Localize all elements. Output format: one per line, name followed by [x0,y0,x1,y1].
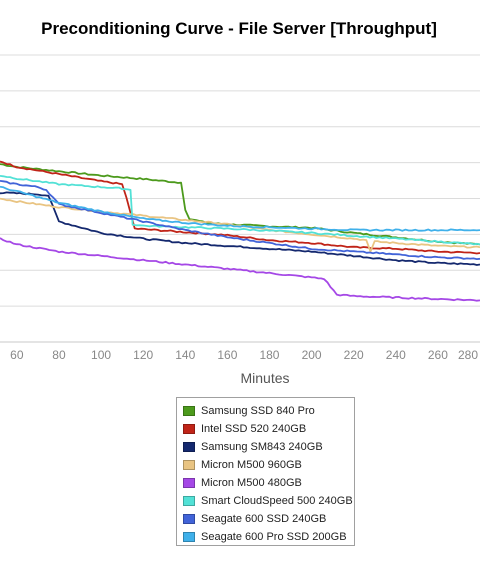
grid-lines [0,54,480,343]
legend-label: Intel SSD 520 240GB [201,423,307,435]
x-tick-label: 160 [217,348,237,362]
x-tick-label: 120 [133,348,153,362]
legend-item[interactable]: Micron M500 960GB [181,456,354,474]
x-tick-label: 220 [344,348,364,362]
x-tick-label: 260 [428,348,448,362]
x-tick-label: 80 [52,348,66,362]
legend-label: Micron M500 960GB [201,459,302,471]
legend-item[interactable]: Smart CloudSpeed 500 240GB [181,492,354,510]
legend-label: Micron M500 480GB [201,477,302,489]
x-tick-label: 60 [10,348,24,362]
legend-label: Samsung SM843 240GB [201,441,323,453]
x-tick-label: 200 [302,348,322,362]
legend-item[interactable]: Intel SSD 520 240GB [181,420,354,438]
legend-swatch [183,532,195,542]
legend-swatch [183,514,195,524]
legend-swatch [183,478,195,488]
x-tick-label: 140 [175,348,195,362]
series-line-3 [0,191,480,266]
x-tick-labels: 60 80 100 120 140 160 180 200 220 240 260 280 [10,348,478,362]
legend: Samsung SSD 840 Pro Intel SSD 520 240GB Sa… [176,397,355,546]
legend-item[interactable]: Micron M500 480GB [181,474,354,492]
series-line-5 [0,237,480,302]
legend-swatch [183,460,195,470]
legend-item[interactable]: Seagate 600 Pro SSD 200GB [181,528,354,546]
legend-label: Seagate 600 SSD 240GB [201,513,327,525]
x-tick-label: 280 [458,348,478,362]
legend-swatch [183,406,195,416]
legend-item[interactable]: Samsung SM843 240GB [181,438,354,456]
legend-item[interactable]: Samsung SSD 840 Pro [181,402,354,420]
legend-swatch [183,424,195,434]
x-axis-title: Minutes [240,370,289,386]
legend-swatch [183,496,195,506]
legend-item[interactable]: Seagate 600 SSD 240GB [181,510,354,528]
legend-label: Samsung SSD 840 Pro [201,405,315,417]
series-lines [0,160,480,302]
x-tick-label: 240 [386,348,406,362]
series-line-7 [0,180,480,261]
series-line-2 [0,160,480,255]
legend-label: Smart CloudSpeed 500 240GB [201,495,353,507]
series-line-8 [0,185,480,232]
legend-label: Seagate 600 Pro SSD 200GB [201,531,347,543]
x-tick-label: 100 [91,348,111,362]
x-tick-label: 180 [259,348,279,362]
legend-swatch [183,442,195,452]
chart-title: Preconditioning Curve - File Server [Thr… [41,19,437,38]
series-line-6 [0,175,480,246]
